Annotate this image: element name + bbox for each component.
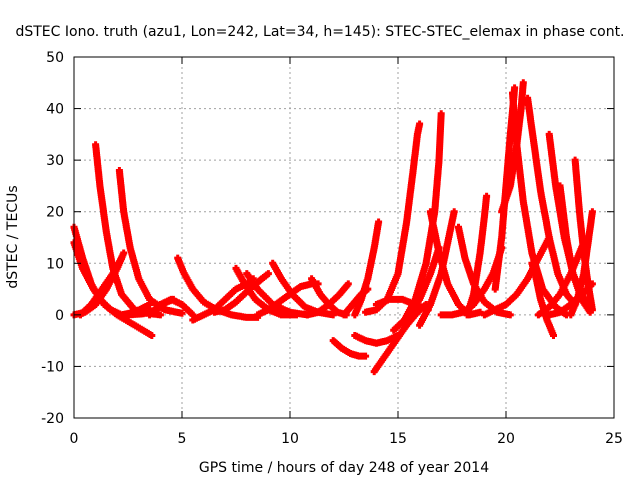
data-marks — [70, 79, 596, 376]
data-point-markers — [351, 218, 383, 319]
y-tick-label: 40 — [46, 102, 64, 118]
data-arc — [146, 295, 197, 319]
x-tick-label: 0 — [70, 431, 79, 447]
y-tick-label: -10 — [41, 359, 64, 375]
data-point-markers — [362, 120, 424, 316]
y-tick-label: 10 — [46, 256, 64, 272]
y-tick-label: 0 — [55, 308, 64, 324]
data-arc — [545, 280, 596, 319]
y-tick-label: -20 — [41, 411, 64, 427]
data-point-markers — [146, 295, 197, 319]
x-tick-label: 10 — [281, 431, 299, 447]
x-tick-label: 5 — [178, 431, 187, 447]
data-point-markers — [463, 192, 491, 319]
axis-ticks: 0 5 10 15 20 25 -20 -10 0 10 20 30 40 50 — [41, 50, 623, 447]
data-point-markers — [115, 167, 186, 317]
data-arc — [528, 259, 557, 339]
x-tick-label: 25 — [605, 431, 623, 447]
x-tick-label: 20 — [497, 431, 515, 447]
data-arc — [498, 79, 527, 216]
data-arc — [463, 192, 491, 319]
data-point-markers — [545, 280, 596, 319]
data-point-markers — [308, 275, 350, 319]
y-axis-label: dSTEC / TECUs — [5, 185, 21, 288]
y-tick-label: 20 — [46, 205, 64, 221]
data-arc — [115, 167, 186, 317]
data-point-markers — [370, 301, 430, 376]
data-arc — [329, 337, 370, 360]
plot-frame — [73, 56, 615, 419]
data-point-markers — [329, 337, 370, 360]
data-arc — [370, 301, 430, 376]
chart-title: dSTEC Iono. truth (azu1, Lon=242, Lat=34… — [15, 24, 624, 40]
data-arc — [308, 275, 350, 319]
data-arc — [362, 120, 424, 316]
data-point-markers — [498, 79, 527, 216]
x-axis-label: GPS time / hours of day 248 of year 2014 — [199, 460, 489, 476]
x-tick-label: 15 — [389, 431, 407, 447]
data-point-markers — [528, 259, 557, 339]
data-arc — [351, 218, 383, 319]
grid-lines — [74, 57, 614, 418]
y-tick-label: 50 — [46, 50, 64, 66]
y-tick-label: 30 — [46, 153, 64, 169]
